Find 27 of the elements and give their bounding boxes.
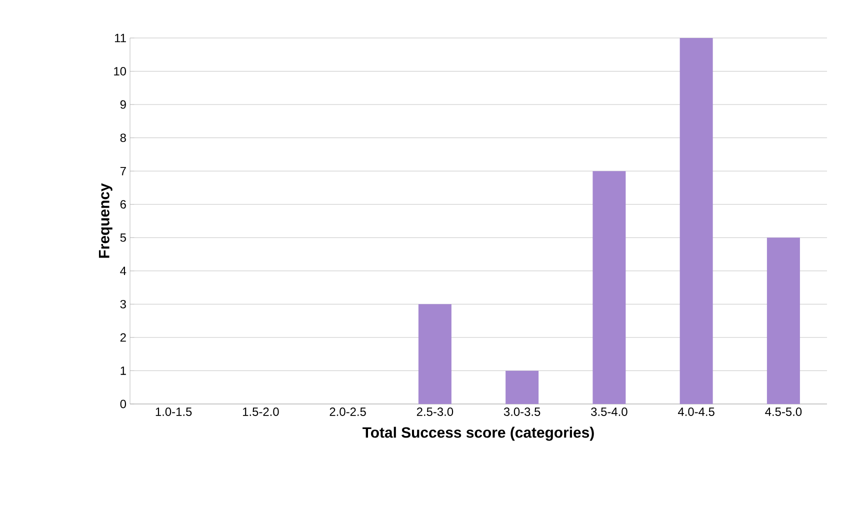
y-tick-label: 8 <box>120 134 126 142</box>
x-tick-label: 4.0-4.5 <box>678 408 714 416</box>
x-axis-title: Total Success score (categories) <box>362 426 594 441</box>
bar <box>592 171 626 404</box>
y-axis-title: Frequency <box>98 183 112 258</box>
y-tick-label: 9 <box>120 100 126 109</box>
y-tick-label: 10 <box>114 67 126 76</box>
x-tick-label: 2.5-3.0 <box>416 408 454 416</box>
y-tick-label: 2 <box>120 333 126 342</box>
bar <box>680 38 713 404</box>
x-tick-label: 1.5-2.0 <box>242 408 279 416</box>
y-tick-label: 7 <box>120 166 126 176</box>
bar <box>766 238 800 404</box>
x-tick-label: 4.5-5.0 <box>765 408 802 416</box>
bar <box>506 370 539 404</box>
y-tick-label: 4 <box>120 266 126 276</box>
y-tick-label: 1 <box>120 366 126 375</box>
x-tick-label: 3.5-4.0 <box>591 408 628 416</box>
y-tick-label: 11 <box>114 34 126 42</box>
y-tick-label: 3 <box>120 300 126 308</box>
bar <box>418 304 452 404</box>
x-tick-label: 2.0-2.5 <box>330 408 366 416</box>
y-tick-label: 6 <box>120 200 126 209</box>
x-tick-label: 1.0-1.5 <box>156 408 192 416</box>
y-tick-label: 0 <box>120 400 126 408</box>
y-tick-label: 5 <box>120 233 126 242</box>
x-tick-label: 3.0-3.5 <box>504 408 540 416</box>
